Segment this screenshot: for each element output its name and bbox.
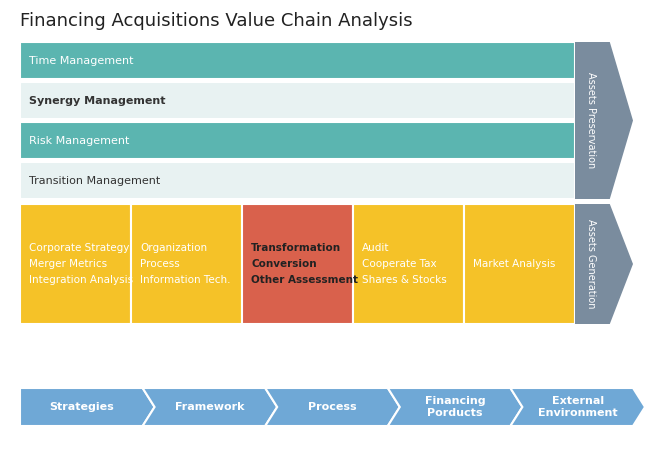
Text: Strategies: Strategies bbox=[49, 402, 114, 412]
Text: Financing
Porducts: Financing Porducts bbox=[425, 396, 486, 418]
Text: Financing Acquisitions Value Chain Analysis: Financing Acquisitions Value Chain Analy… bbox=[20, 12, 413, 30]
Polygon shape bbox=[20, 204, 131, 324]
Polygon shape bbox=[20, 42, 575, 79]
Text: Conversion: Conversion bbox=[251, 259, 317, 269]
Text: Organization: Organization bbox=[140, 243, 207, 253]
Polygon shape bbox=[575, 204, 633, 324]
Text: Risk Management: Risk Management bbox=[29, 135, 129, 145]
Polygon shape bbox=[575, 42, 633, 199]
Text: External
Environment: External Environment bbox=[538, 396, 617, 418]
Polygon shape bbox=[20, 162, 575, 199]
Polygon shape bbox=[388, 388, 523, 426]
Polygon shape bbox=[20, 388, 155, 426]
Text: Other Assessment: Other Assessment bbox=[251, 275, 358, 285]
Text: Market Analysis: Market Analysis bbox=[473, 259, 555, 269]
Polygon shape bbox=[242, 204, 353, 324]
Text: Assets Generation: Assets Generation bbox=[586, 219, 596, 309]
Text: Information Tech.: Information Tech. bbox=[140, 275, 231, 285]
Text: Corporate Strategy: Corporate Strategy bbox=[29, 243, 129, 253]
Polygon shape bbox=[464, 204, 575, 324]
Polygon shape bbox=[353, 204, 464, 324]
Polygon shape bbox=[20, 122, 575, 159]
Polygon shape bbox=[131, 204, 242, 324]
Polygon shape bbox=[20, 82, 575, 119]
Text: Process: Process bbox=[140, 259, 180, 269]
Polygon shape bbox=[510, 388, 645, 426]
Text: Integration Analysis: Integration Analysis bbox=[29, 275, 133, 285]
Text: Process: Process bbox=[308, 402, 357, 412]
Text: Assets Preservation: Assets Preservation bbox=[586, 72, 596, 169]
Polygon shape bbox=[142, 388, 277, 426]
Text: Framework: Framework bbox=[175, 402, 244, 412]
Text: Cooperate Tax: Cooperate Tax bbox=[362, 259, 437, 269]
Text: Transformation: Transformation bbox=[251, 243, 341, 253]
Text: Shares & Stocks: Shares & Stocks bbox=[362, 275, 447, 285]
Text: Transition Management: Transition Management bbox=[29, 176, 161, 185]
Text: Time Management: Time Management bbox=[29, 55, 133, 66]
Text: Synergy Management: Synergy Management bbox=[29, 95, 166, 105]
Text: Merger Metrics: Merger Metrics bbox=[29, 259, 107, 269]
Polygon shape bbox=[265, 388, 400, 426]
Text: Audit: Audit bbox=[362, 243, 389, 253]
